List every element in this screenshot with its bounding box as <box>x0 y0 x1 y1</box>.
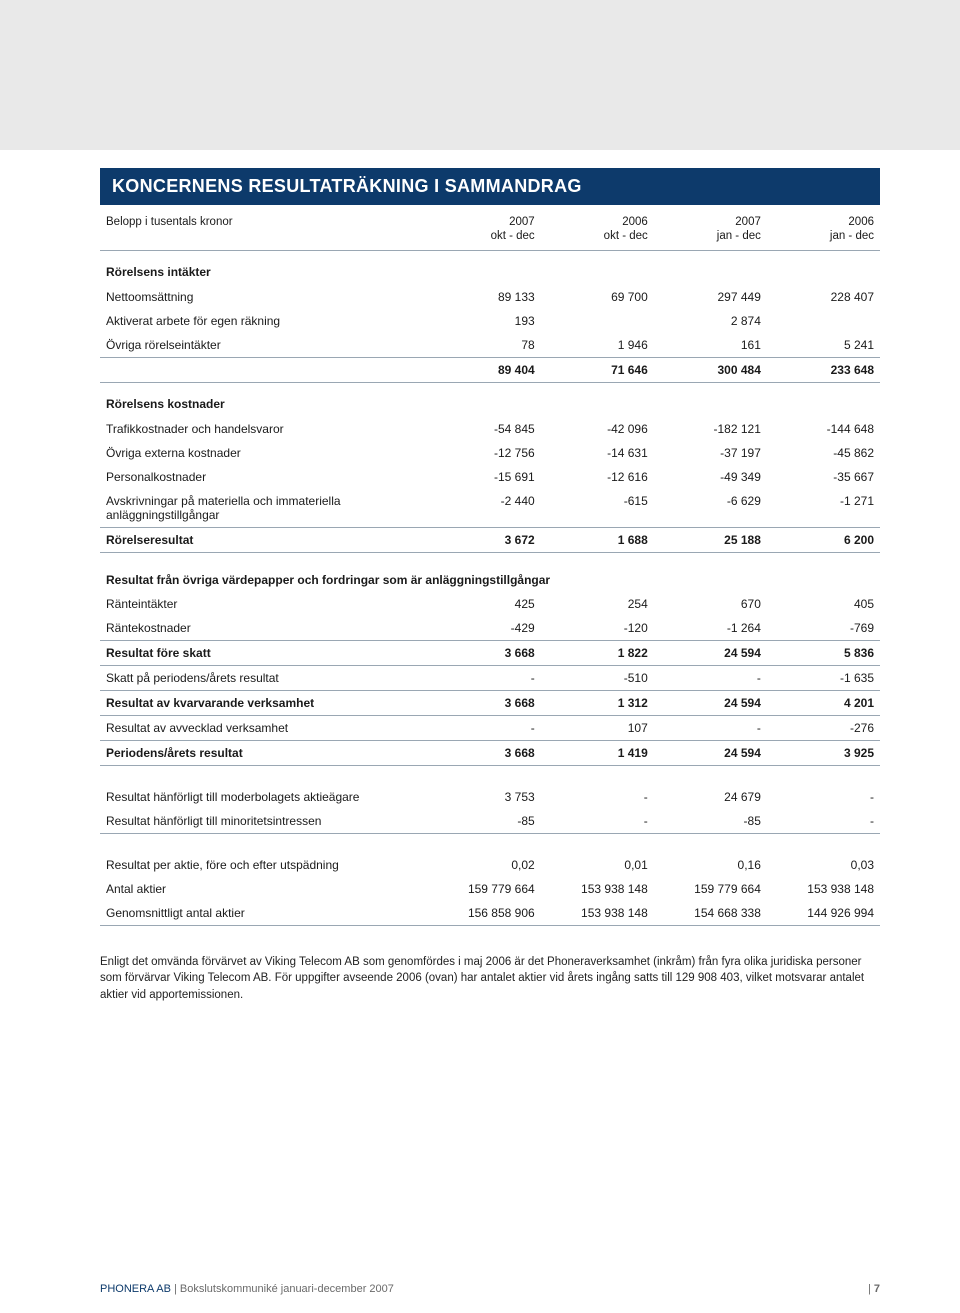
col-2007-jan: 2007jan - dec <box>654 211 767 250</box>
table-row: Skatt på periodens/årets resultat--510--… <box>100 665 880 690</box>
col-2006-okt: 2006okt - dec <box>541 211 654 250</box>
table-row: Aktiverat arbete för egen räkning1932 87… <box>100 309 880 333</box>
periodens-resultat-row: Periodens/årets resultat3 6681 41924 594… <box>100 740 880 765</box>
table-row: Ränteintäkter425254670405 <box>100 592 880 616</box>
resultat-fore-skatt-row: Resultat före skatt3 6681 82224 5945 836 <box>100 640 880 665</box>
page-number: | 7 <box>868 1283 880 1295</box>
section-rorelsens-kostnader: Rörelsens kostnader <box>100 382 880 417</box>
column-header-row: Belopp i tusentals kronor 2007okt - dec … <box>100 211 880 250</box>
income-statement-table: Belopp i tusentals kronor 2007okt - dec … <box>100 211 880 926</box>
rorelseresultat-row: Rörelseresultat3 6721 68825 1886 200 <box>100 527 880 552</box>
table-row: Personalkostnader-15 691-12 616-49 349-3… <box>100 465 880 489</box>
table-row: Antal aktier159 779 664153 938 148159 77… <box>100 877 880 901</box>
table-row: Nettoomsättning89 13369 700297 449228 40… <box>100 285 880 309</box>
resultat-kvarvarande-row: Resultat av kvarvarande verksamhet3 6681… <box>100 690 880 715</box>
table-row: Genomsnittligt antal aktier156 858 90615… <box>100 901 880 926</box>
table-row: Resultat hänförligt till moderbolagets a… <box>100 765 880 809</box>
page-title: KONCERNENS RESULTATRÄKNING I SAMMANDRAG <box>100 168 880 205</box>
col-2007-okt: 2007okt - dec <box>428 211 541 250</box>
table-row: Resultat per aktie, före och efter utspä… <box>100 833 880 877</box>
table-row: Resultat av avvecklad verksamhet-107--27… <box>100 715 880 740</box>
col-2006-jan: 2006jan - dec <box>767 211 880 250</box>
table-row: Övriga rörelseintäkter781 9461615 241 <box>100 333 880 358</box>
table-row: Avskrivningar på materiella och immateri… <box>100 489 880 528</box>
page-footer: PHONERA AB | Bokslutskommuniké januari-d… <box>100 1283 880 1295</box>
footer-doc-title: | Bokslutskommuniké januari-december 200… <box>171 1283 394 1295</box>
table-row: Resultat hänförligt till minoritetsintre… <box>100 809 880 834</box>
footnote-text: Enligt det omvända förvärvet av Viking T… <box>100 954 880 1004</box>
subtotal-row: 89 40471 646300 484233 648 <box>100 357 880 382</box>
table-row: Trafikkostnader och handelsvaror-54 845-… <box>100 417 880 441</box>
col-label: Belopp i tusentals kronor <box>100 211 428 250</box>
footer-publisher: PHONERA AB <box>100 1283 171 1295</box>
table-row: Räntekostnader-429-120-1 264-769 <box>100 616 880 641</box>
table-row: Övriga externa kostnader-12 756-14 631-3… <box>100 441 880 465</box>
section-rorelsens-intakter: Rörelsens intäkter <box>100 250 880 285</box>
top-grey-block <box>0 0 960 150</box>
section-ovriga-vardepapper: Resultat från övriga värdepapper och for… <box>100 552 880 592</box>
content-area: KONCERNENS RESULTATRÄKNING I SAMMANDRAG … <box>0 168 960 1004</box>
